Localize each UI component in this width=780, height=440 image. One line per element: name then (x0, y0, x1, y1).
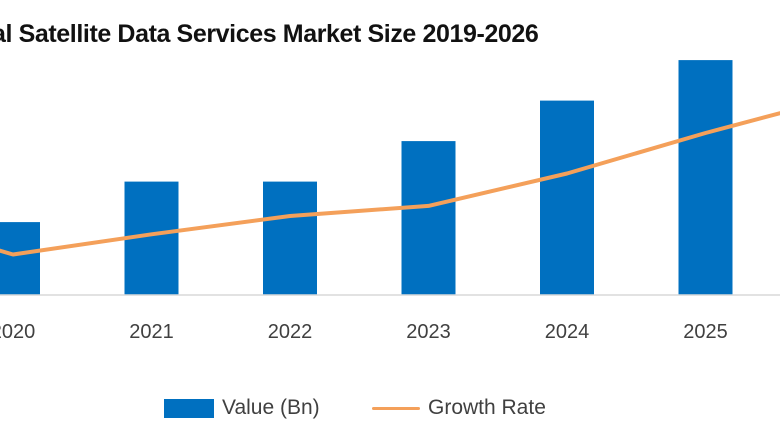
bar-2024 (540, 100, 594, 295)
legend-item-value: Value (Bn) (164, 396, 320, 420)
x-tick-label-2022: 2022 (268, 321, 313, 343)
x-tick-label-2024: 2024 (545, 321, 590, 343)
x-tick-label-2023: 2023 (406, 321, 451, 343)
legend-label-value: Value (Bn) (222, 396, 320, 419)
growth-rate-line (0, 111, 780, 257)
x-tick-label-2025: 2025 (683, 321, 728, 343)
legend-swatch-line (372, 406, 420, 410)
legend-label-growth: Growth Rate (428, 396, 546, 419)
x-tick-label-2021: 2021 (129, 321, 174, 343)
bar-2025 (678, 60, 733, 295)
bar-2022 (263, 181, 317, 295)
legend: Value (Bn) Growth Rate (0, 396, 780, 426)
legend-swatch-bar (164, 398, 214, 418)
bar-2023 (401, 141, 456, 295)
legend-item-growth: Growth Rate (372, 396, 546, 420)
chart-title: al Satellite Data Services Market Size 2… (0, 20, 539, 48)
bar-2020 (0, 222, 40, 295)
